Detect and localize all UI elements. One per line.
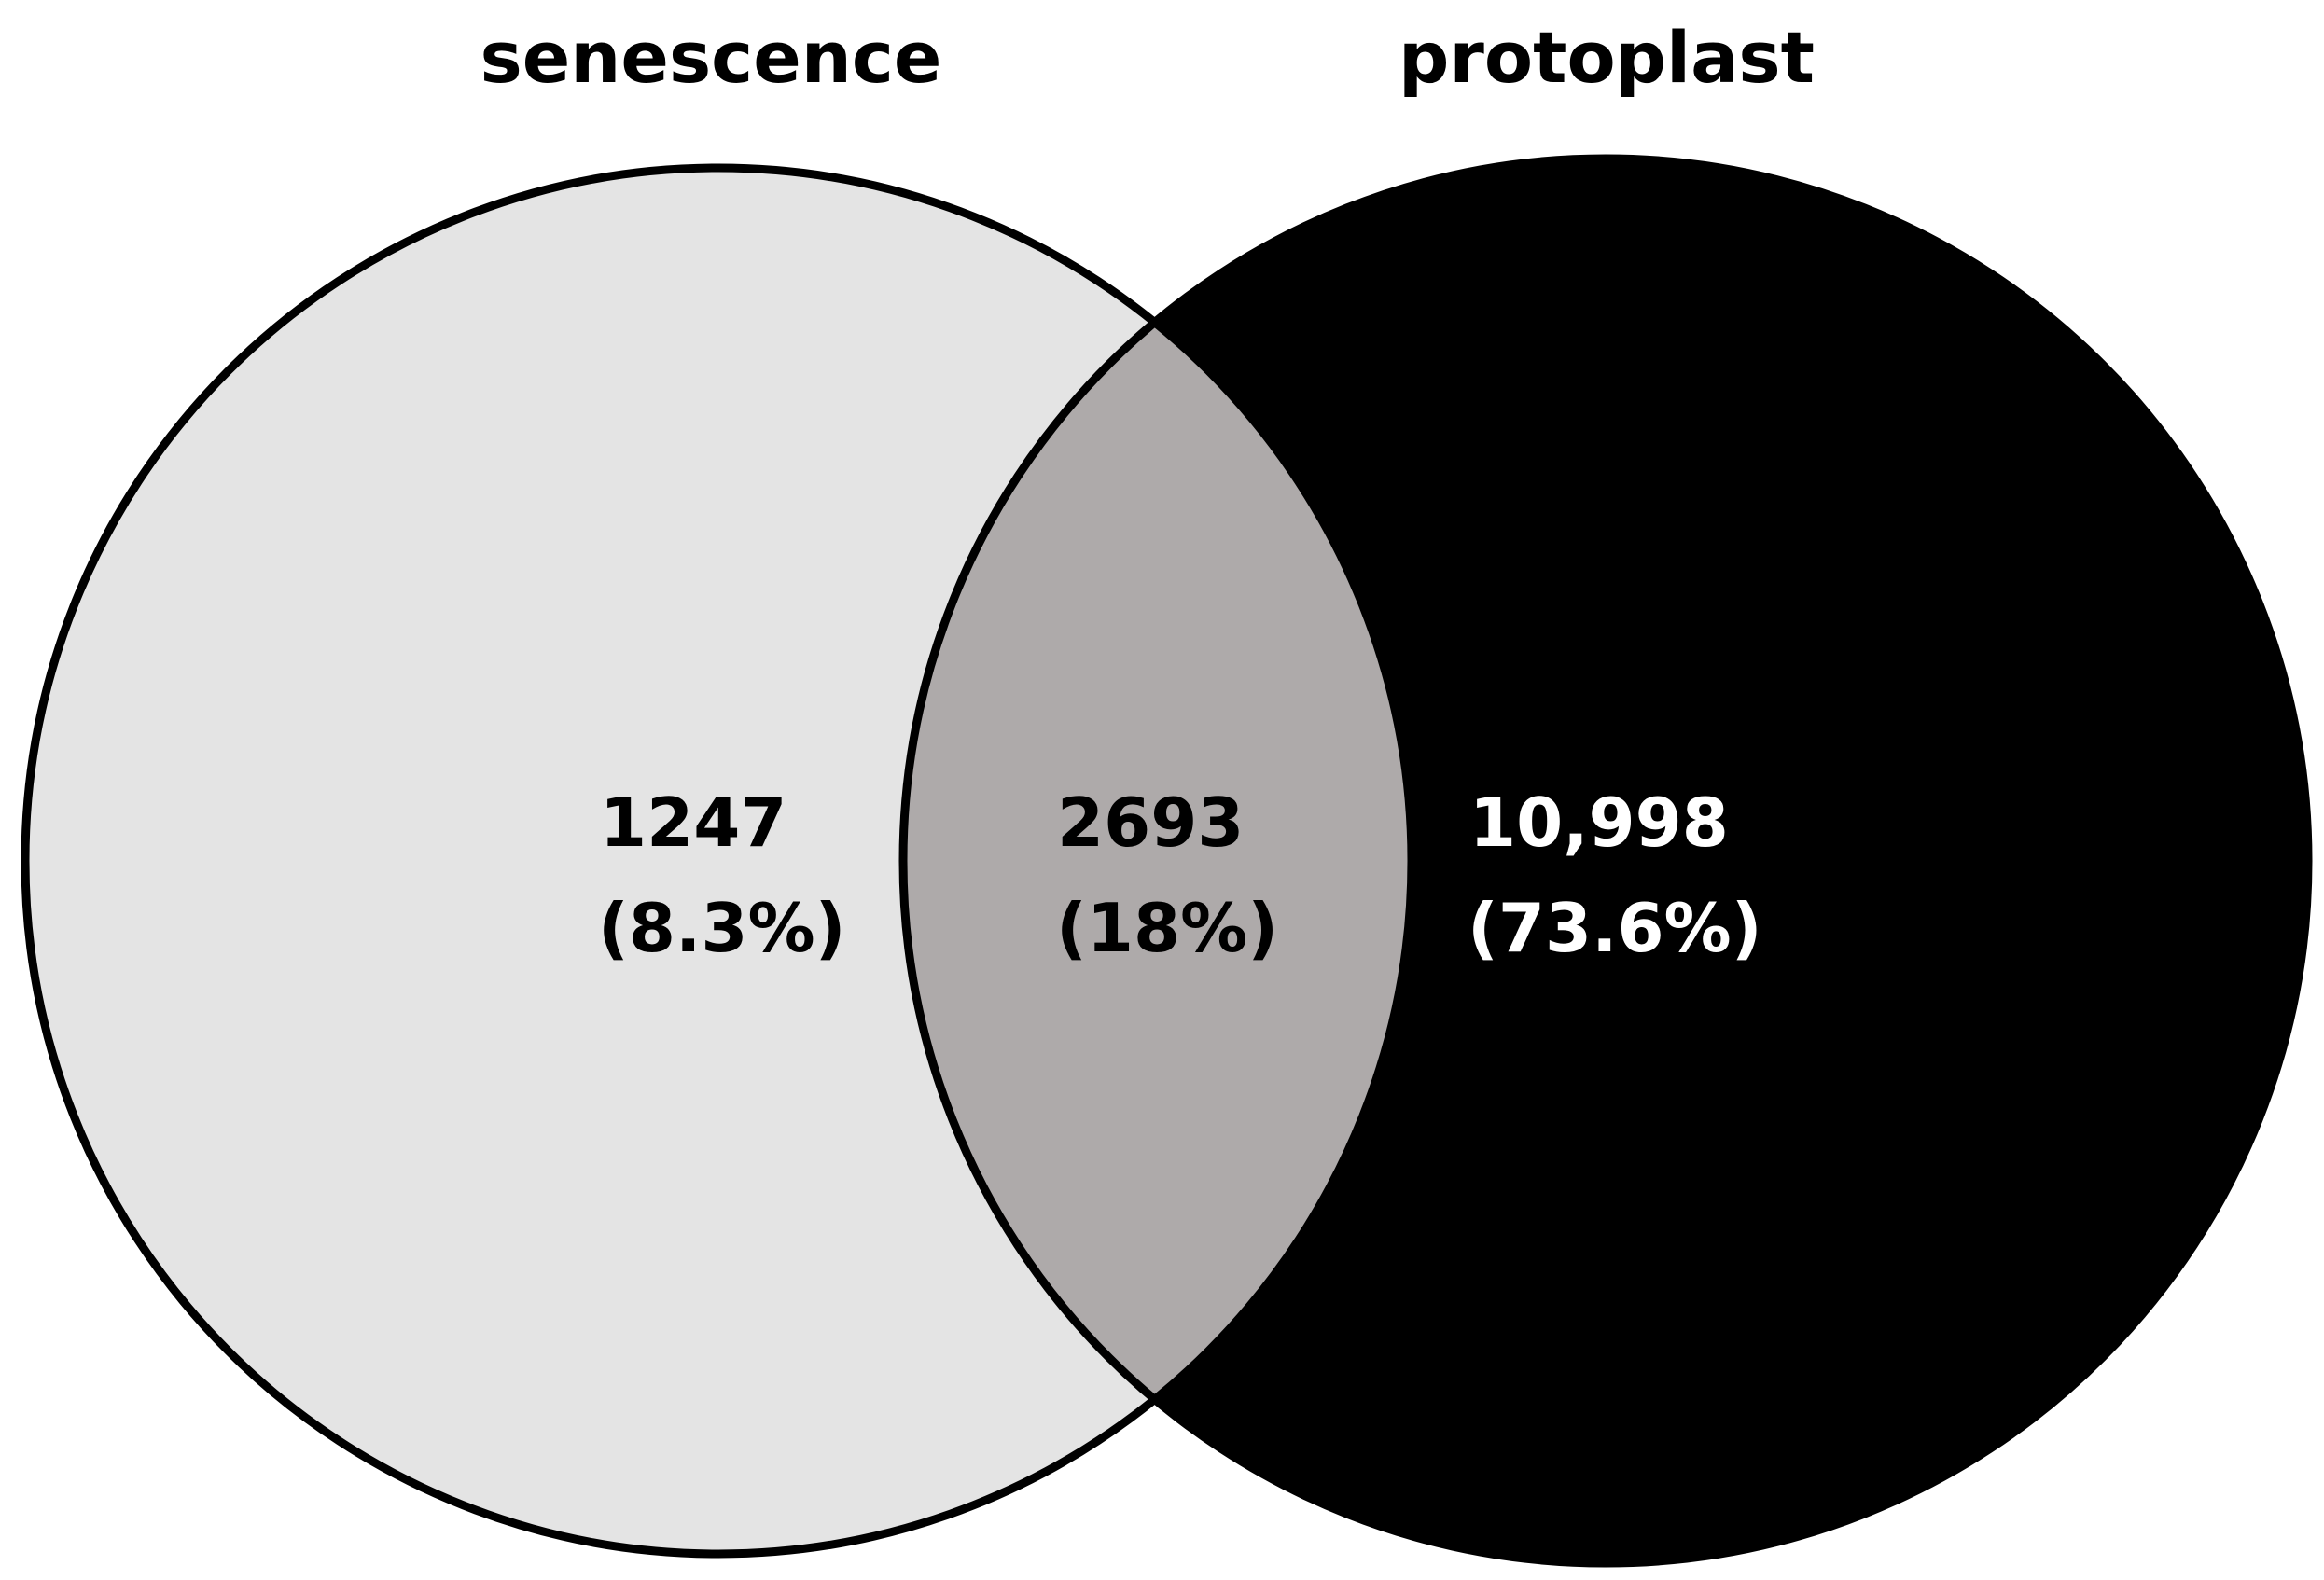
set-title-protoplast: protoplast xyxy=(1399,16,1815,99)
protoplast-only-percent: (73.6%) xyxy=(1468,889,1762,967)
intersection-region xyxy=(903,168,1412,1554)
intersection-count: 2693 xyxy=(1057,783,1244,862)
senescence-outline xyxy=(21,163,1416,1559)
senescence-only-percent: (8.3%) xyxy=(598,889,846,967)
protoplast-outline xyxy=(898,154,2313,1568)
senescence-only-count: 1247 xyxy=(600,783,786,862)
set-title-senescence: senescence xyxy=(480,16,942,99)
protoplast-only-count: 10,998 xyxy=(1469,783,1729,862)
intersection-percent: (18%) xyxy=(1056,889,1278,967)
